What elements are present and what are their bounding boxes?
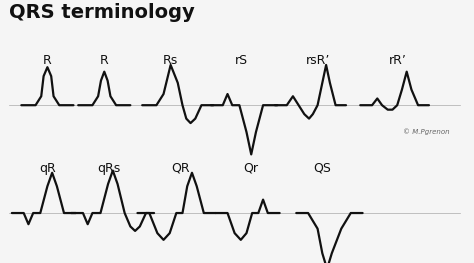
Text: R: R xyxy=(43,54,52,67)
Text: rS: rS xyxy=(235,54,248,67)
Text: qRs: qRs xyxy=(97,162,121,175)
Text: rsR’: rsR’ xyxy=(305,54,330,67)
Text: QRS terminology: QRS terminology xyxy=(9,3,195,22)
Text: qR: qR xyxy=(39,162,56,175)
Text: R: R xyxy=(100,54,109,67)
Text: Qr: Qr xyxy=(244,162,259,175)
Text: © M.Pgrenon: © M.Pgrenon xyxy=(403,128,450,135)
Text: rR’: rR’ xyxy=(389,54,407,67)
Text: QS: QS xyxy=(313,162,331,175)
Text: Rs: Rs xyxy=(163,54,178,67)
Text: QR: QR xyxy=(171,162,190,175)
